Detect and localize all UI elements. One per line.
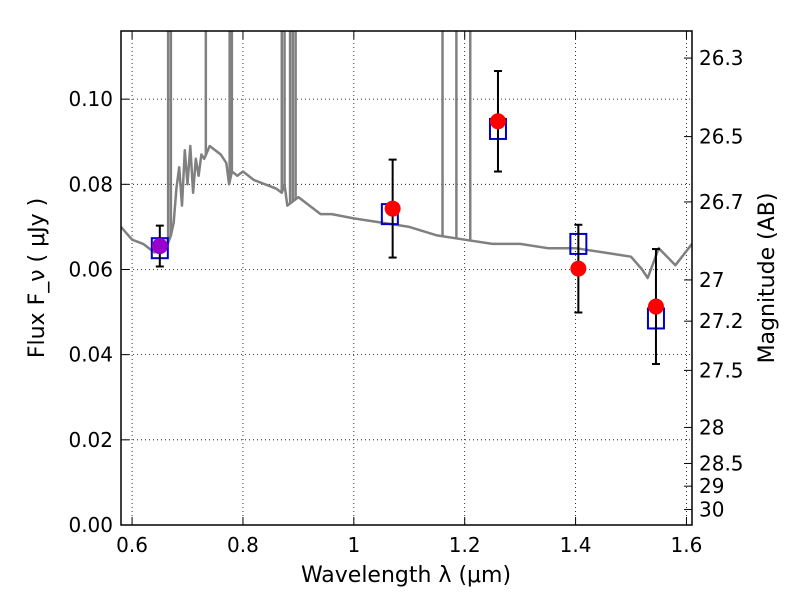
observed-point: [384, 200, 401, 217]
y-tick-label: 0.10: [68, 87, 113, 111]
y-axis-label: Flux F_ν ( μJy ): [25, 198, 50, 358]
y-tick-label: 0.04: [68, 343, 113, 367]
observed-point: [647, 298, 664, 315]
observed-point: [489, 113, 506, 130]
model-spectrum: [121, 31, 692, 280]
x-tick-label: 1.4: [560, 533, 592, 557]
spectrum-line: [121, 144, 692, 280]
magnitude-tick-label: 26.3: [699, 46, 744, 70]
magnitude-tick-label: 28.5: [699, 451, 744, 475]
y-tick-label: 0.02: [68, 428, 113, 452]
x-tick-label: 0.8: [227, 533, 259, 557]
magnitude-tick-label: 27: [699, 268, 724, 292]
magnitude-tick-label: 26.7: [699, 190, 744, 214]
x-tick-label: 1.2: [449, 533, 481, 557]
y-tick-label: 0.06: [68, 257, 113, 281]
plot-frame: [120, 30, 693, 526]
x-tick-label: 0.6: [116, 533, 148, 557]
magnitude-axis-label: Magnitude (AB): [755, 193, 780, 364]
x-axis-label: Wavelength λ (μm): [301, 563, 511, 588]
observed-photometry-series: [151, 70, 664, 366]
magnitude-tick-label: 26.5: [699, 125, 744, 149]
magnitude-tick-label: 27.2: [699, 309, 744, 333]
observed-point: [570, 260, 587, 277]
x-axis-ticks: 0.6 0.8 1 1.2 1.4 1.6: [116, 31, 702, 557]
magnitude-tick-label: 29: [699, 474, 724, 498]
x-tick-label: 1.6: [671, 533, 703, 557]
y-axis-ticks: 0.00 0.02 0.04 0.06 0.08 0.10: [68, 87, 129, 537]
y-tick-label: 0.08: [68, 172, 113, 196]
observed-point: [151, 238, 168, 255]
magnitude-tick-label: 30: [699, 498, 724, 522]
magnitude-tick-label: 27.5: [699, 358, 744, 382]
y-tick-label: 0.00: [68, 513, 113, 537]
magnitude-tick-label: 28: [699, 415, 724, 439]
x-tick-label: 1: [347, 533, 360, 557]
